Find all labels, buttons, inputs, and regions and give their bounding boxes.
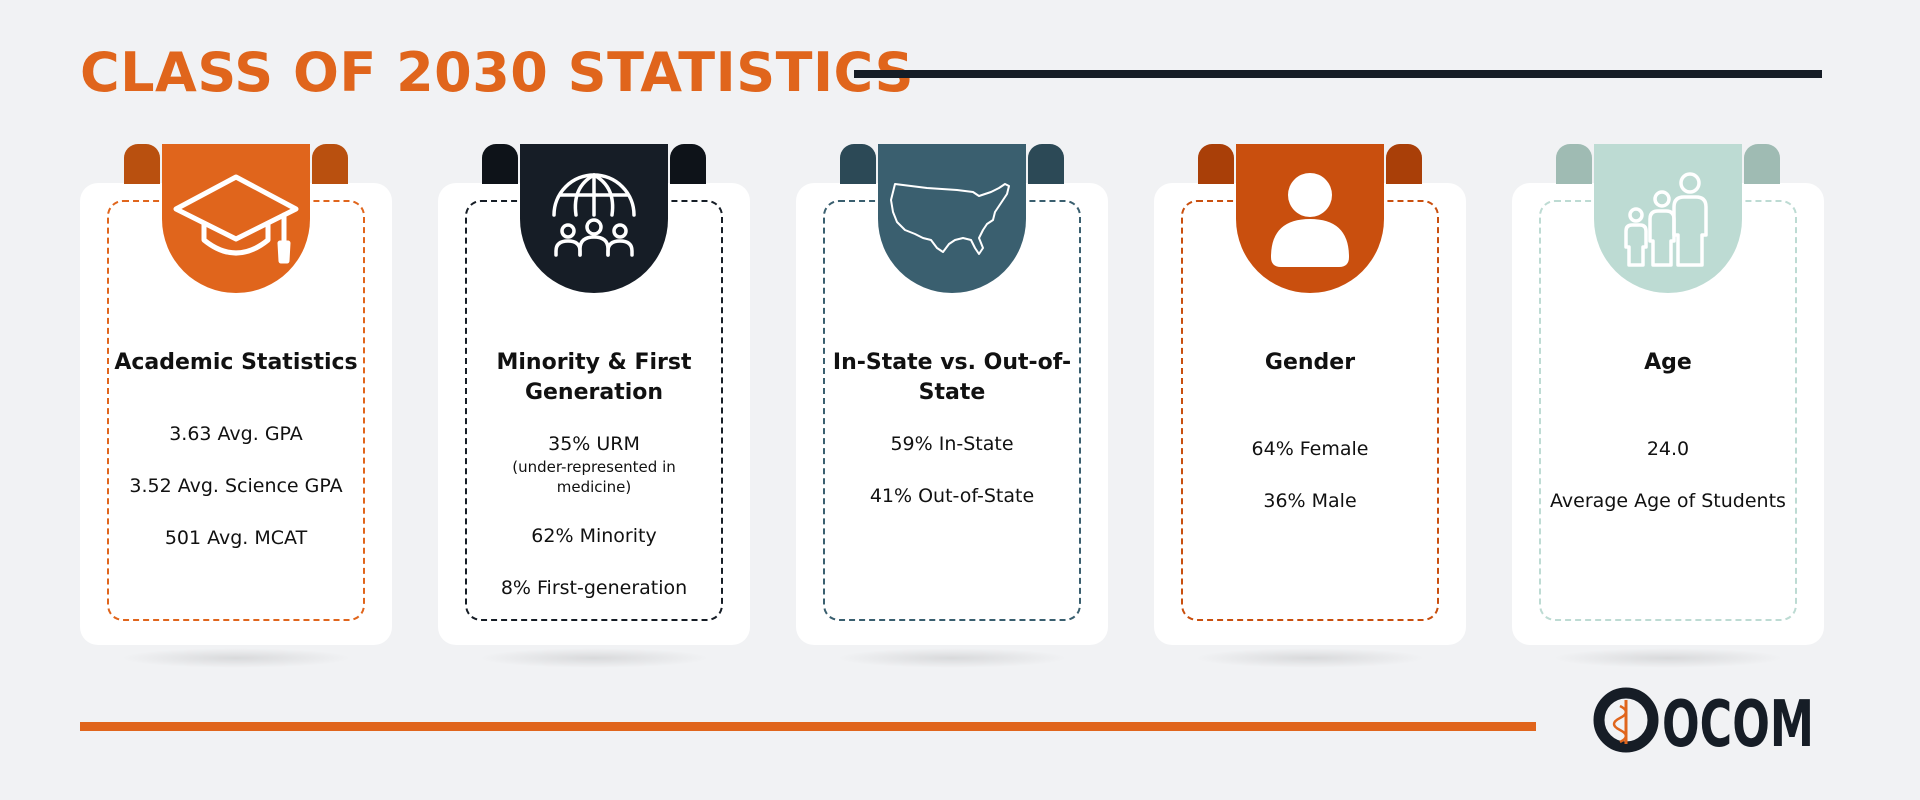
stat-avg-science-gpa: 3.52 Avg. Science GPA <box>129 475 343 497</box>
person-icon <box>1265 169 1355 269</box>
stat-avg-gpa: 3.63 Avg. GPA <box>169 423 303 445</box>
card-title: In-State vs. Out-of-State <box>832 350 1072 405</box>
card-title: Minority & First Generation <box>496 350 692 405</box>
bottom-divider <box>80 722 1536 731</box>
tab-badge <box>1594 144 1742 293</box>
card-stats: 64% Female 36% Male <box>1174 436 1446 514</box>
card-minority-first-generation: Minority & First Generation 35% URM (und… <box>438 144 750 668</box>
card-shadow <box>1194 648 1426 668</box>
tab-flap <box>124 144 160 184</box>
page-title: CLASS OF 2030 STATISTICS <box>80 41 915 104</box>
stat-urm: 35% URM <box>548 433 640 455</box>
stat-avg-mcat: 501 Avg. MCAT <box>164 527 308 549</box>
card-in-state: In-State vs. Out-of-State 59% In-State 4… <box>796 144 1108 668</box>
stat-female: 64% Female <box>1251 438 1369 460</box>
card-stats: 3.63 Avg. GPA 3.52 Avg. Science GPA 501 … <box>100 421 372 551</box>
card-stats: 59% In-State 41% Out-of-State <box>816 431 1088 509</box>
card-shadow <box>120 648 352 668</box>
tab-badge <box>1236 144 1384 293</box>
globe-people-icon <box>546 171 642 267</box>
stat-in-state: 59% In-State <box>890 433 1014 455</box>
stat-male: 36% Male <box>1263 490 1357 512</box>
card-stats: 24.0 Average Age of Students <box>1532 436 1804 514</box>
tab-badge <box>878 144 1026 293</box>
stat-minority: 62% Minority <box>531 525 657 547</box>
card-shadow <box>1552 648 1784 668</box>
card-stats: 35% URM (under-represented in medicine) … <box>458 431 730 601</box>
tab-flap <box>1028 144 1064 184</box>
tab-flap <box>670 144 706 184</box>
tab-flap <box>1744 144 1780 184</box>
usa-map-icon <box>887 174 1017 264</box>
card-academic-statistics: Academic Statistics 3.63 Avg. GPA 3.52 A… <box>80 144 392 668</box>
tab-flap <box>1386 144 1422 184</box>
logo-text: OCOM <box>1662 688 1814 754</box>
card-title: Gender <box>1264 350 1356 375</box>
stat-first-generation: 8% First-generation <box>500 577 688 599</box>
stat-average-age: 24.0 <box>1646 438 1690 460</box>
tab-flap <box>1556 144 1592 184</box>
title-divider <box>854 70 1822 78</box>
tab-flap <box>1198 144 1234 184</box>
family-icon <box>1618 169 1718 269</box>
stat-average-age-label: Average Age of Students <box>1550 490 1786 512</box>
card-shadow <box>478 648 710 668</box>
tab-badge <box>520 144 668 293</box>
tab-badge <box>162 144 310 293</box>
stat-out-of-state: 41% Out-of-State <box>869 485 1035 507</box>
stat-urm-note: (under-represented in medicine) <box>512 458 676 496</box>
tab-flap <box>312 144 348 184</box>
caduceus-icon <box>1612 700 1628 744</box>
tab-flap <box>482 144 518 184</box>
ocom-logo: OCOM <box>1592 686 1818 762</box>
card-gender: Gender 64% Female 36% Male <box>1154 144 1466 668</box>
tab-flap <box>840 144 876 184</box>
card-age: Age 24.0 Average Age of Students <box>1512 144 1824 668</box>
card-title: Age <box>1644 350 1692 375</box>
card-title: Academic Statistics <box>114 350 358 375</box>
card-shadow <box>836 648 1068 668</box>
graduation-cap-icon <box>171 169 301 269</box>
